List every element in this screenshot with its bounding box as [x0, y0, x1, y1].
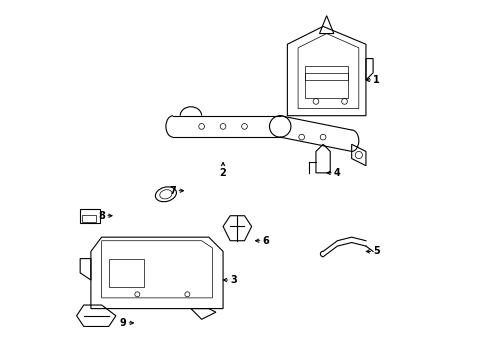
Text: 3: 3	[223, 275, 237, 285]
Text: 7: 7	[169, 186, 183, 196]
Bar	[108, 258, 144, 287]
Circle shape	[198, 123, 204, 129]
Circle shape	[320, 134, 325, 140]
Text: 2: 2	[219, 162, 226, 178]
Text: 1: 1	[366, 75, 379, 85]
Circle shape	[220, 123, 225, 129]
Text: 8: 8	[98, 211, 112, 221]
Text: 6: 6	[255, 236, 269, 246]
Circle shape	[269, 116, 290, 137]
Bar	[82, 215, 96, 222]
Text: 4: 4	[326, 168, 340, 178]
Bar	[80, 208, 100, 223]
Bar	[305, 66, 347, 80]
Text: 9: 9	[120, 318, 133, 328]
Circle shape	[135, 292, 140, 297]
Text: 5: 5	[366, 247, 379, 256]
Bar	[305, 73, 347, 98]
Circle shape	[298, 134, 304, 140]
Circle shape	[354, 152, 362, 158]
Circle shape	[241, 123, 247, 129]
Circle shape	[184, 292, 189, 297]
